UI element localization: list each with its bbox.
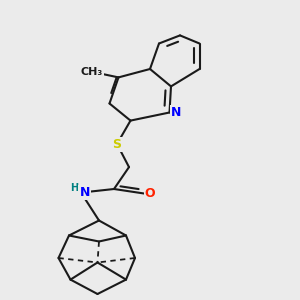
Text: S: S [112,137,122,151]
Text: N: N [171,106,181,119]
Text: O: O [145,187,155,200]
Text: CH₃: CH₃ [80,67,103,77]
Text: H: H [70,183,79,193]
Text: N: N [80,186,90,199]
